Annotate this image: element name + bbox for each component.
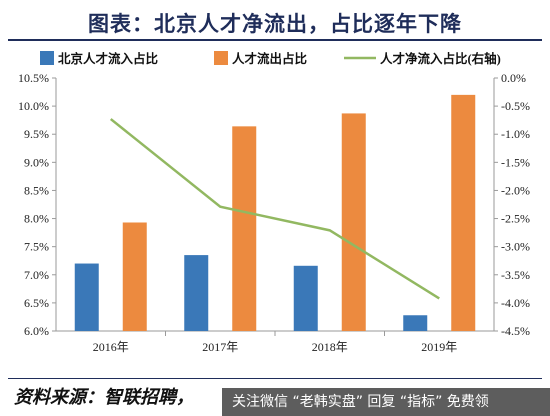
legend-label-outflow: 人才流出占比 [232,51,308,66]
left-tick-label: 7.0% [24,268,49,282]
source-note: 资料来源：智联招聘， [14,387,194,407]
x-tick-label: 2018年 [312,340,348,354]
right-tick-label: -1.5% [501,155,530,169]
legend-label-inflow: 北京人才流入占比 [58,51,159,66]
x-tick-label: 2017年 [202,340,238,354]
bar-outflow [232,126,257,332]
bar-outflow [341,113,366,331]
left-tick-label: 10.0% [18,99,49,113]
watermark-banner: 关注微信 “老韩实盘” 回复 “指标” 免费领 [222,388,550,416]
bar-inflow [74,263,99,331]
right-tick-label: -0.5% [501,99,530,113]
left-tick-label: 9.5% [24,127,49,141]
left-tick-label: 6.5% [24,296,49,310]
net-inflow-line [109,118,440,300]
left-tick-label: 9.0% [24,155,49,169]
x-tick-label: 2019年 [421,340,457,354]
right-tick-label: 0.0% [501,71,526,85]
title-divider [8,39,542,41]
left-tick-label: 8.5% [24,183,49,197]
left-tick-label: 7.5% [24,240,49,254]
right-tick-label: -1.0% [501,127,530,141]
bar-outflow [451,94,476,331]
right-tick-label: -4.5% [501,324,530,338]
right-tick-label: -2.5% [501,212,530,226]
bar-inflow [403,315,428,331]
source-divider [8,378,542,379]
left-tick-label: 8.0% [24,212,49,226]
right-tick-label: -3.0% [501,240,530,254]
left-tick-label: 6.0% [24,324,49,338]
chart-title: 图表：北京人才净流出，占比逐年下降 [88,12,462,36]
left-tick-label: 10.5% [18,71,49,85]
right-tick-label: -3.5% [501,268,530,282]
bar-inflow [184,255,209,331]
bar-outflow [122,222,147,331]
legend-label-net: 人才净流入占比(右轴) [380,51,501,66]
bar-inflow [293,265,318,331]
x-tick-label: 2016年 [93,340,129,354]
legend-swatch-inflow [40,51,54,65]
right-tick-label: -4.0% [501,296,530,310]
right-tick-label: -2.0% [501,183,530,197]
legend-swatch-outflow [214,51,228,65]
